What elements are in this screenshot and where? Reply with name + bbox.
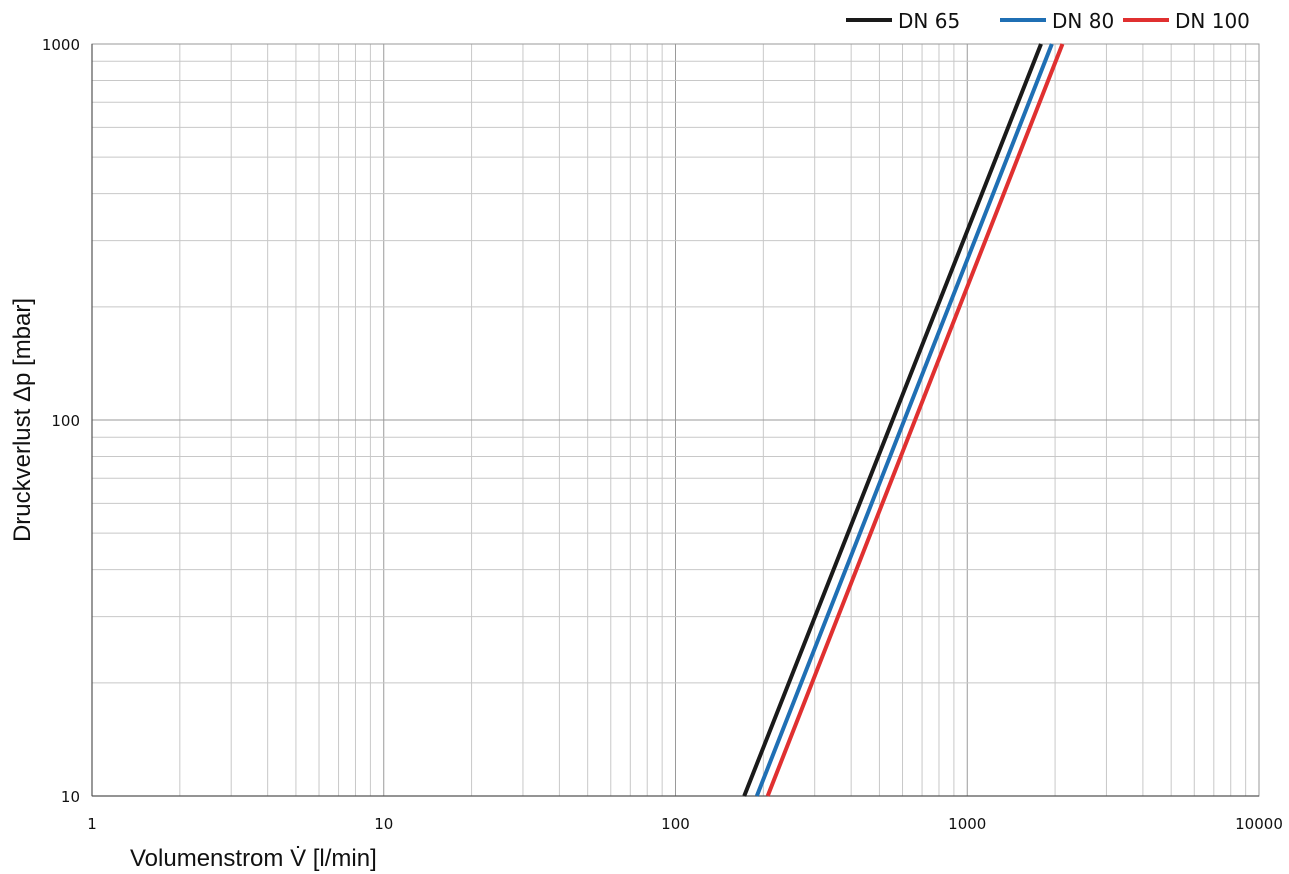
plot-frame	[91, 43, 1260, 797]
y-tick-label: 1000	[42, 36, 80, 54]
y-axis-title: Druckverlust Δp [mbar]	[9, 298, 36, 542]
series-line-dn-65	[742, 43, 1043, 797]
x-tick-label: 10000	[1235, 815, 1283, 833]
x-tick-label: 10	[374, 815, 393, 833]
x-tick-label: 1	[87, 815, 97, 833]
legend-label: DN 65	[898, 9, 960, 33]
series-lines	[742, 43, 1065, 797]
legend-label: DN 80	[1052, 9, 1114, 33]
y-tick-labels: 10 100 1000	[42, 36, 80, 806]
x-axis-title: Volumenstrom V̇ [l/min]	[130, 844, 377, 872]
y-tick-label: 100	[51, 412, 80, 430]
x-tick-labels: 1 10 100 1000 10000	[87, 815, 1283, 833]
series-line-dn-100	[765, 43, 1065, 797]
legend: DN 65 DN 80 DN 100	[846, 9, 1250, 33]
legend-label: DN 100	[1175, 9, 1250, 33]
series-line-dn-80	[754, 43, 1054, 797]
x-tick-label: 1000	[948, 815, 986, 833]
grid	[91, 44, 1259, 797]
y-tick-label: 10	[61, 788, 80, 806]
x-tick-label: 100	[661, 815, 690, 833]
